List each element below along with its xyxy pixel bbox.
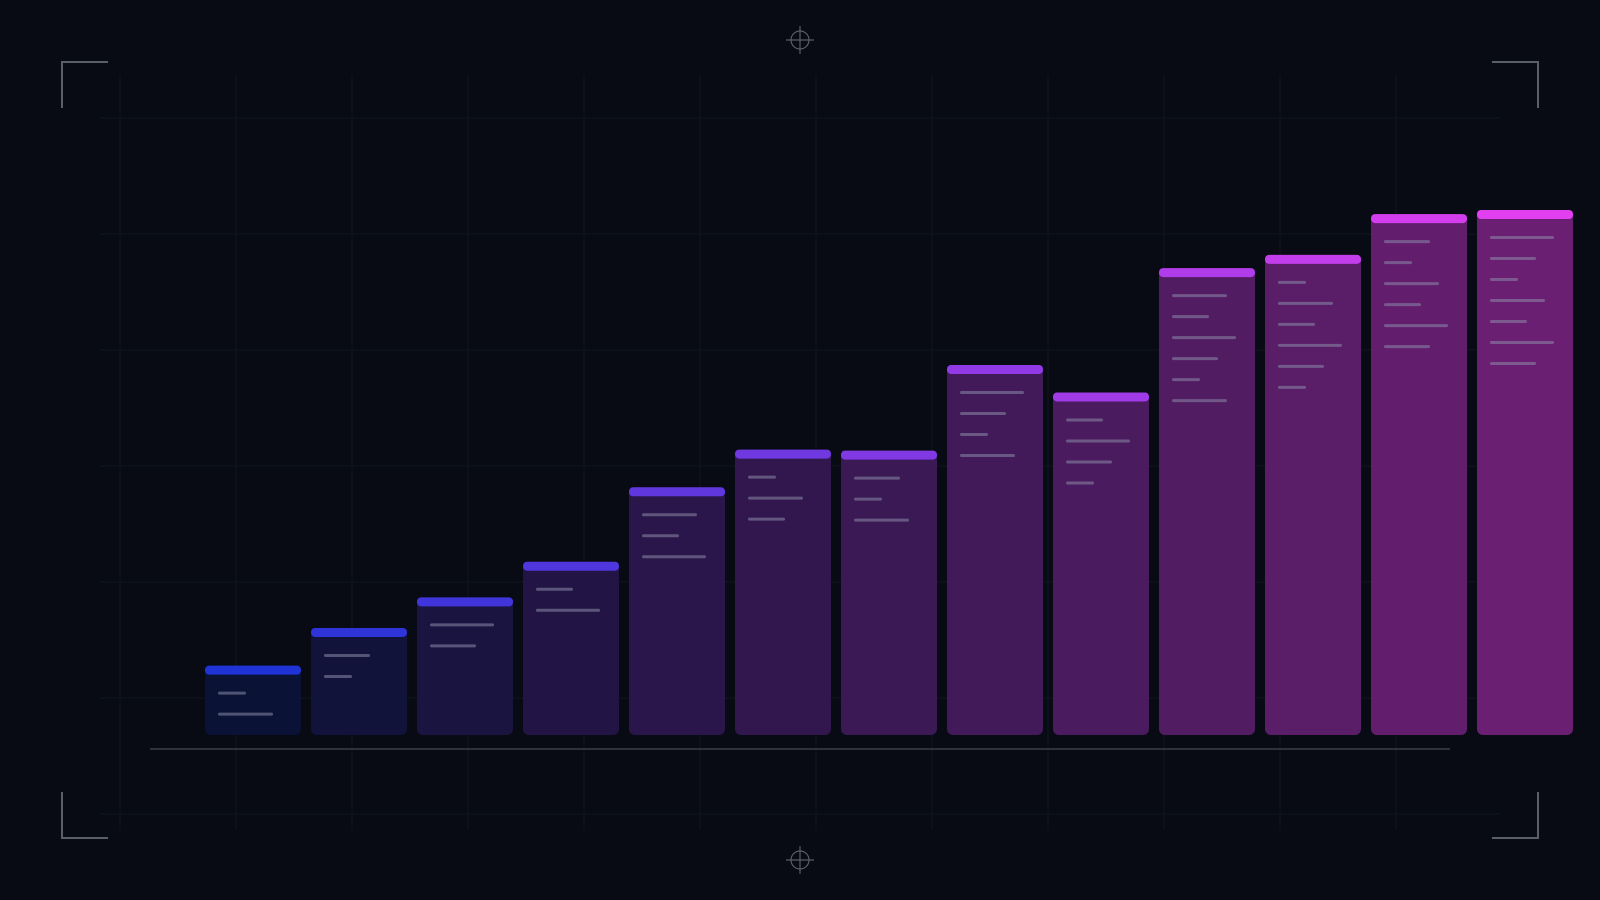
bar-cap xyxy=(417,597,513,607)
corner xyxy=(1492,792,1539,839)
bar-detail xyxy=(854,518,909,522)
bar xyxy=(841,450,937,735)
bar-detail xyxy=(1490,341,1554,344)
bar-detail xyxy=(536,608,600,612)
bar xyxy=(311,627,407,735)
bar-cap xyxy=(205,665,301,675)
corner xyxy=(1492,61,1539,108)
bar-detail xyxy=(854,476,900,480)
bar-detail xyxy=(324,653,370,657)
bars xyxy=(205,210,1573,736)
bar-detail xyxy=(642,534,679,538)
bar-detail xyxy=(960,390,1024,394)
bar-detail xyxy=(960,411,1006,415)
bar-detail xyxy=(1384,303,1421,307)
bar-detail xyxy=(960,453,1015,457)
bar-detail xyxy=(1384,261,1412,265)
bar-cap xyxy=(1265,254,1361,264)
bar-detail xyxy=(1172,399,1227,403)
bar-cap xyxy=(735,449,831,459)
frame-corners xyxy=(61,61,1539,839)
bar-detail xyxy=(1384,345,1430,349)
bar-cap xyxy=(1159,268,1255,278)
bar-detail xyxy=(748,517,785,521)
bar-detail xyxy=(1172,294,1227,298)
bar-detail xyxy=(642,555,706,559)
bar-detail xyxy=(1278,280,1306,284)
bar-detail xyxy=(1278,364,1324,368)
bar-detail xyxy=(642,513,697,517)
bar-detail xyxy=(1490,362,1536,365)
bar-detail xyxy=(1490,320,1527,323)
bar-detail xyxy=(1278,343,1342,347)
bar-cap xyxy=(1371,214,1467,224)
bar xyxy=(1265,254,1361,735)
crosshair xyxy=(786,26,814,54)
bar xyxy=(1371,214,1467,736)
bar-cap xyxy=(629,487,725,497)
bar-detail xyxy=(1066,460,1112,464)
bar-detail xyxy=(748,475,776,479)
bar-detail xyxy=(324,674,352,678)
corner xyxy=(61,792,108,839)
bar-detail xyxy=(430,623,494,627)
bar-detail xyxy=(1490,236,1554,239)
bar-detail xyxy=(1172,378,1200,382)
crosshair xyxy=(786,846,814,874)
bar-detail xyxy=(748,496,803,500)
bar-detail xyxy=(1172,336,1236,340)
bar-detail xyxy=(1490,257,1536,260)
bar xyxy=(1053,392,1149,735)
bar-cap xyxy=(947,364,1043,374)
bar-detail xyxy=(1384,240,1430,244)
corner xyxy=(61,61,108,108)
bar xyxy=(1477,210,1573,735)
bar xyxy=(629,487,725,735)
bar-detail xyxy=(218,712,273,716)
bar-detail xyxy=(1278,301,1333,305)
bar-detail xyxy=(218,691,246,695)
bar-detail xyxy=(960,432,988,436)
bar xyxy=(947,364,1043,735)
bar-cap xyxy=(311,627,407,637)
bar-cap xyxy=(1053,392,1149,402)
bar-detail xyxy=(1066,439,1130,443)
bar-detail xyxy=(1172,315,1209,319)
bar-detail xyxy=(1066,418,1103,422)
bar-detail xyxy=(1490,278,1518,281)
bar-cap xyxy=(1477,210,1573,219)
bar-cap xyxy=(523,561,619,571)
bar-detail xyxy=(1384,324,1448,328)
bar-detail xyxy=(1278,322,1315,326)
bar-detail xyxy=(1172,357,1218,361)
bar-detail xyxy=(1278,385,1306,389)
bar xyxy=(523,561,619,735)
bar xyxy=(205,665,301,735)
bar-detail xyxy=(430,644,476,648)
bar-detail xyxy=(854,497,882,501)
crosshairs xyxy=(786,26,814,874)
bar xyxy=(1159,268,1255,735)
bar xyxy=(735,449,831,735)
bar-cap xyxy=(841,450,937,460)
bar-detail xyxy=(1384,282,1439,286)
bar xyxy=(417,597,513,735)
bar-detail xyxy=(1066,481,1094,485)
bar-detail xyxy=(536,587,573,591)
bar-detail xyxy=(1490,299,1545,302)
